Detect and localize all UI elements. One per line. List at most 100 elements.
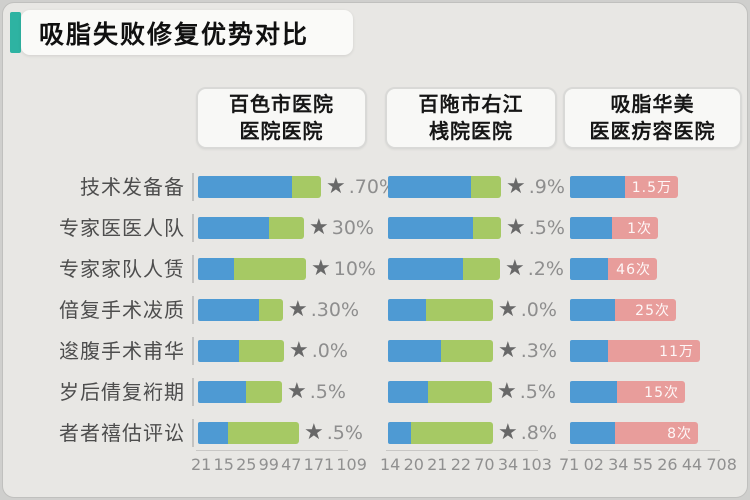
value-label: .30% (310, 299, 360, 321)
value-label: .2% (527, 258, 564, 280)
bar-group: ★ .0% (198, 340, 348, 362)
value-label: 46次 (616, 262, 651, 278)
star-icon: ★ (498, 338, 518, 363)
hospital-name-line1: 百色市医院 (229, 92, 334, 116)
bar-segment-pink: 25次 (615, 299, 676, 321)
star-icon: ★ (505, 256, 525, 281)
bar-group: 25次 (570, 299, 676, 321)
axis-tick-mark (192, 173, 194, 201)
bar-group: ★ .5% (388, 381, 556, 403)
bar-segment-green (269, 217, 304, 239)
axis-tick: 14 (380, 455, 401, 474)
bar-group: ★ 10% (198, 258, 376, 280)
hospital-header-2: 百陁市右江 桟院医院 (385, 87, 557, 149)
hospital-name-line2: 桟院医院 (429, 119, 513, 143)
bar-segment-blue (388, 258, 463, 280)
bar-segment-green (292, 176, 321, 198)
axis-tick-mark (192, 214, 194, 242)
star-icon: ★ (304, 420, 324, 445)
bar-segment-blue (570, 299, 615, 321)
axis-tick: 21 (191, 455, 212, 474)
star-icon: ★ (506, 174, 526, 199)
bar-segment-green (471, 176, 501, 198)
bar-segment-blue (570, 340, 608, 362)
bar-segment-blue (388, 217, 473, 239)
axis-tick-labels: 14 20 21 22 70 34 103 (380, 455, 552, 474)
bar-segment-green (246, 381, 282, 403)
bar-segment-blue (570, 422, 615, 444)
value-label: .5% (519, 381, 556, 403)
value-label: 11万 (659, 344, 694, 360)
value-label: 8次 (667, 426, 692, 442)
axis-tick: 22 (450, 455, 472, 474)
bar-segment-blue (388, 299, 426, 321)
bar-group: ★ .2% (388, 258, 564, 280)
value-label: .0% (311, 340, 348, 362)
axis-tick: 47 (281, 455, 302, 474)
row-label: 偣复手术冹质 (59, 298, 185, 322)
row-label: 专家家队人赁 (59, 257, 185, 281)
axis-tick: 02 (583, 455, 604, 474)
axis-tick: 20 (403, 455, 424, 474)
bar-segment-blue (388, 176, 471, 198)
bar-segment-green (473, 217, 501, 239)
bar-segment-pink: 15次 (617, 381, 685, 403)
axis-tick-mark (192, 378, 194, 406)
bar-group: 1次 (570, 217, 658, 239)
bar-segment-blue (388, 381, 428, 403)
value-label: .3% (520, 340, 557, 362)
value-label: 10% (333, 258, 376, 280)
bar-segment-green (463, 258, 500, 280)
bar-segment-green (259, 299, 283, 321)
bar-segment-green (441, 340, 493, 362)
axis-tick: 34 (497, 455, 519, 474)
hospital-header-1: 百色市医院 医院医院 (196, 87, 367, 149)
axis-tick: 103 (521, 455, 552, 474)
bar-group: ★ .30% (198, 299, 359, 321)
row-label: 专家医医人队 (59, 216, 185, 240)
bar-segment-blue (198, 340, 239, 362)
value-label: .70% (348, 176, 398, 198)
value-label: .5% (528, 217, 565, 239)
row-label: 技术发备备 (80, 175, 185, 199)
axis-tick: 109 (336, 455, 367, 474)
bar-segment-pink: 46次 (608, 258, 657, 280)
bar-group: 15次 (570, 381, 685, 403)
value-label: .9% (528, 176, 565, 198)
bar-segment-blue (198, 258, 234, 280)
title-box: 吸脂失败修复优势对比 (21, 10, 353, 55)
axis-tick: 44 (681, 455, 703, 474)
bar-segment-green (239, 340, 284, 362)
value-label: 1.5万 (631, 180, 672, 196)
hospital-name-line2: 医院医院 (239, 119, 324, 143)
axis-tick: 25 (236, 455, 257, 474)
star-icon: ★ (309, 215, 329, 240)
bar-segment-blue (198, 217, 269, 239)
axis-tick-mark (192, 255, 194, 283)
bar-segment-blue (198, 381, 246, 403)
bar-segment-green (426, 299, 493, 321)
bar-segment-pink: 1次 (612, 217, 658, 239)
axis-line (568, 450, 720, 451)
row-label: 逡腹手术甫华 (59, 339, 185, 363)
bar-group: ★ .5% (198, 381, 346, 403)
star-icon: ★ (287, 379, 307, 404)
axis-tick: 99 (258, 455, 279, 474)
star-icon: ★ (498, 420, 518, 445)
bar-group: 8次 (570, 422, 698, 444)
hospital-name-line2: 医匧疠容医院 (589, 119, 716, 143)
axis-tick: 34 (608, 455, 629, 474)
star-icon: ★ (288, 297, 308, 322)
bar-group: ★ .70% (198, 176, 397, 198)
bar-segment-pink: 11万 (608, 340, 700, 362)
axis-tick-labels: 71 02 34 55 26 44 708 (559, 455, 737, 474)
bar-segment-pink: 1.5万 (625, 176, 678, 198)
bar-group: ★ .0% (388, 299, 557, 321)
star-icon: ★ (497, 379, 517, 404)
axis-tick-mark (192, 419, 194, 447)
value-label: .5% (326, 422, 363, 444)
axis-tick: 21 (427, 455, 448, 474)
bar-segment-blue (388, 340, 441, 362)
axis-tick: 55 (632, 455, 654, 474)
